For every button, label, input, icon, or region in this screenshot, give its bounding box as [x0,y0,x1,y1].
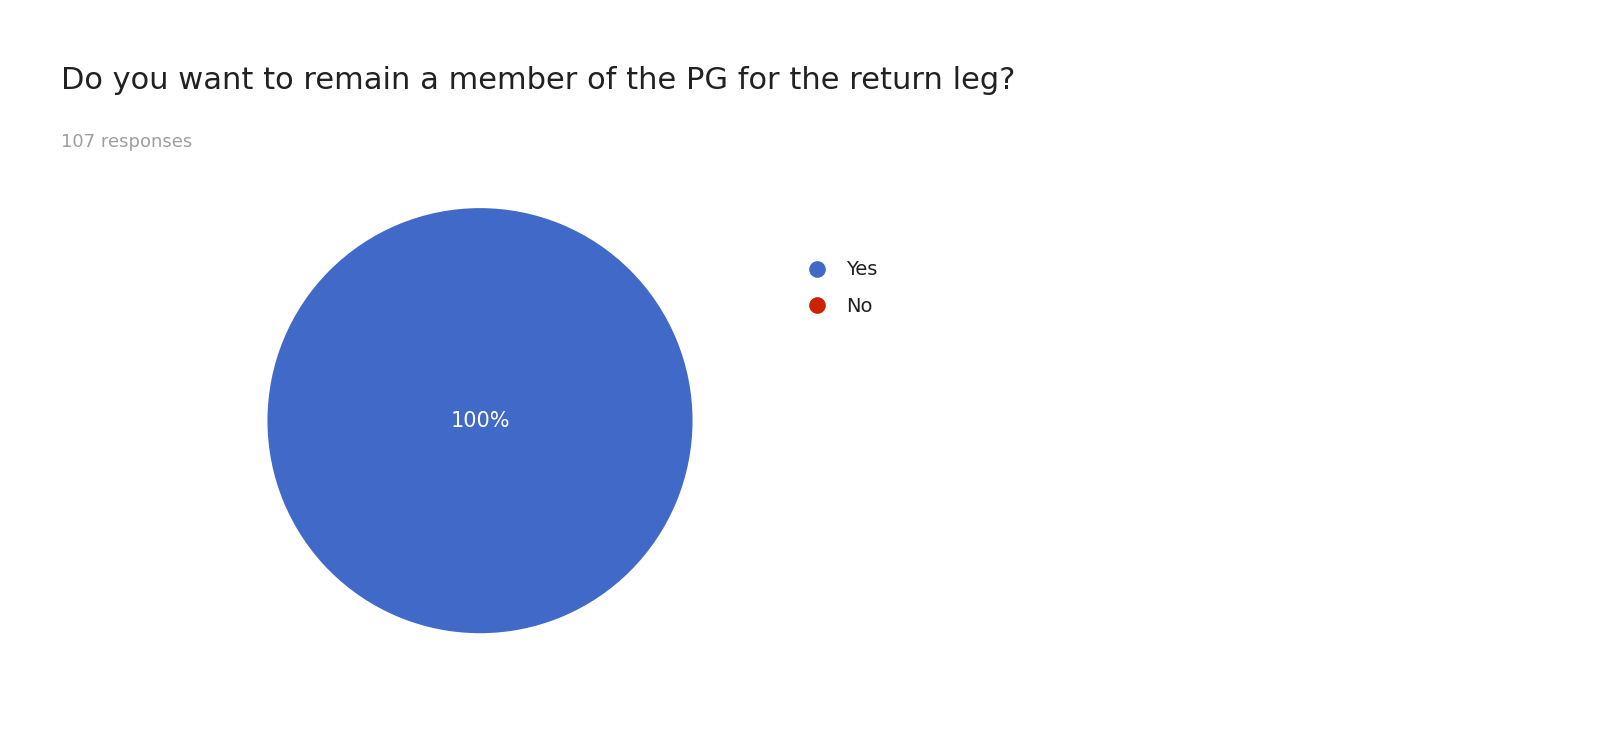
Text: 107 responses: 107 responses [61,133,192,151]
Text: 100%: 100% [450,410,510,431]
Wedge shape [267,208,693,633]
Text: Do you want to remain a member of the PG for the return leg?: Do you want to remain a member of the PG… [61,66,1014,95]
Legend: Yes, No: Yes, No [798,261,878,316]
